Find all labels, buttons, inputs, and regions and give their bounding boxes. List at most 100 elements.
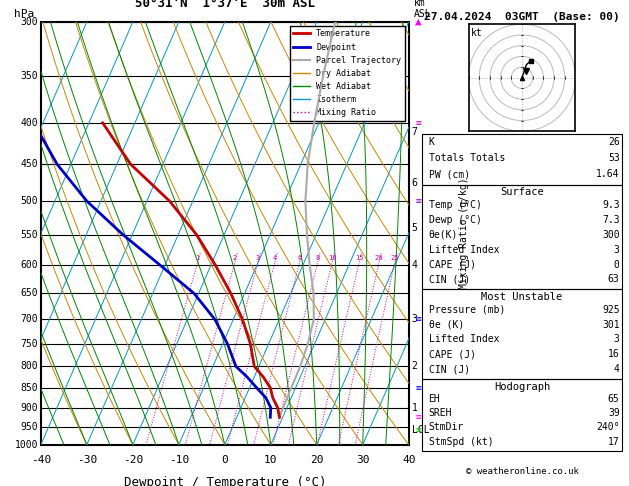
Text: 350: 350 xyxy=(20,71,38,81)
Text: ≡: ≡ xyxy=(415,425,421,435)
Text: 500: 500 xyxy=(20,196,38,206)
Text: 3: 3 xyxy=(614,244,620,255)
Text: K: K xyxy=(428,137,435,147)
Text: 4: 4 xyxy=(411,260,418,270)
Text: 15: 15 xyxy=(355,255,364,260)
Text: 2: 2 xyxy=(411,361,418,371)
Text: 2: 2 xyxy=(233,255,237,260)
Text: 50°31'N  1°37'E  30m ASL: 50°31'N 1°37'E 30m ASL xyxy=(135,0,314,10)
Text: 63: 63 xyxy=(608,274,620,284)
Text: 600: 600 xyxy=(20,260,38,270)
Text: km
ASL: km ASL xyxy=(414,0,431,19)
Text: 650: 650 xyxy=(20,288,38,298)
Text: 10: 10 xyxy=(328,255,337,260)
Text: 20: 20 xyxy=(310,455,323,465)
Text: 40: 40 xyxy=(402,455,416,465)
Text: -10: -10 xyxy=(169,455,189,465)
Text: 1.64: 1.64 xyxy=(596,169,620,179)
Text: 0: 0 xyxy=(221,455,228,465)
Text: 450: 450 xyxy=(20,159,38,169)
Bar xyxy=(422,379,621,451)
Text: 26: 26 xyxy=(608,137,620,147)
Text: SREH: SREH xyxy=(428,408,452,418)
Text: ▲: ▲ xyxy=(415,17,421,27)
Text: 550: 550 xyxy=(20,230,38,240)
Text: 53: 53 xyxy=(608,153,620,163)
Text: 4: 4 xyxy=(614,364,620,374)
Text: 750: 750 xyxy=(20,339,38,348)
Text: 5: 5 xyxy=(411,223,418,233)
Text: 16: 16 xyxy=(608,349,620,359)
Text: Hodograph: Hodograph xyxy=(494,382,550,392)
Text: 30: 30 xyxy=(356,455,369,465)
Text: 400: 400 xyxy=(20,118,38,128)
Text: 7: 7 xyxy=(411,126,418,137)
Legend: Temperature, Dewpoint, Parcel Trajectory, Dry Adiabat, Wet Adiabat, Isotherm, Mi: Temperature, Dewpoint, Parcel Trajectory… xyxy=(289,26,404,121)
Text: Lifted Index: Lifted Index xyxy=(428,334,499,345)
Text: PW (cm): PW (cm) xyxy=(428,169,470,179)
Text: 1000: 1000 xyxy=(14,440,38,450)
Text: 1: 1 xyxy=(411,403,418,413)
Text: Lifted Index: Lifted Index xyxy=(428,244,499,255)
Text: 4: 4 xyxy=(273,255,277,260)
Text: ≡: ≡ xyxy=(415,118,421,128)
Text: Totals Totals: Totals Totals xyxy=(428,153,505,163)
Text: 25: 25 xyxy=(391,255,399,260)
Text: Mixing Ratio (g/kg): Mixing Ratio (g/kg) xyxy=(459,177,469,289)
Text: 17: 17 xyxy=(608,436,620,447)
Text: 6: 6 xyxy=(411,178,418,188)
Text: © weatheronline.co.uk: © weatheronline.co.uk xyxy=(465,467,579,476)
Text: LCL: LCL xyxy=(411,425,429,435)
Text: θe (K): θe (K) xyxy=(428,320,464,330)
Text: StmSpd (kt): StmSpd (kt) xyxy=(428,436,493,447)
Text: 3: 3 xyxy=(411,314,418,325)
Text: CAPE (J): CAPE (J) xyxy=(428,260,476,270)
Text: 925: 925 xyxy=(602,305,620,315)
Text: 300: 300 xyxy=(20,17,38,27)
Text: 301: 301 xyxy=(602,320,620,330)
Text: Temp (°C): Temp (°C) xyxy=(428,200,481,210)
Text: StmDir: StmDir xyxy=(428,422,464,433)
Text: CAPE (J): CAPE (J) xyxy=(428,349,476,359)
Text: CIN (J): CIN (J) xyxy=(428,274,470,284)
Text: 0: 0 xyxy=(614,260,620,270)
Text: 3: 3 xyxy=(614,334,620,345)
Text: 10: 10 xyxy=(264,455,277,465)
Text: 3: 3 xyxy=(256,255,260,260)
Text: ≡: ≡ xyxy=(415,314,421,325)
Text: Dewp (°C): Dewp (°C) xyxy=(428,215,481,225)
Text: 27.04.2024  03GMT  (Base: 00): 27.04.2024 03GMT (Base: 00) xyxy=(424,12,620,22)
Text: ≡: ≡ xyxy=(415,196,421,206)
Text: 300: 300 xyxy=(602,230,620,240)
Text: kt: kt xyxy=(470,28,482,37)
Bar xyxy=(422,289,621,379)
Text: ≡: ≡ xyxy=(415,382,421,393)
Text: θe(K): θe(K) xyxy=(428,230,458,240)
Text: hPa: hPa xyxy=(14,9,35,19)
Text: 700: 700 xyxy=(20,314,38,325)
Bar xyxy=(422,134,621,185)
Text: 39: 39 xyxy=(608,408,620,418)
Text: ≡: ≡ xyxy=(415,412,421,422)
Text: 850: 850 xyxy=(20,382,38,393)
Text: Surface: Surface xyxy=(500,187,544,197)
Text: 8: 8 xyxy=(316,255,320,260)
Text: 7.3: 7.3 xyxy=(602,215,620,225)
Text: 65: 65 xyxy=(608,394,620,404)
Bar xyxy=(422,185,621,289)
Bar xyxy=(41,22,409,445)
Text: 900: 900 xyxy=(20,403,38,413)
Text: -20: -20 xyxy=(123,455,143,465)
Text: 20: 20 xyxy=(375,255,383,260)
Text: CIN (J): CIN (J) xyxy=(428,364,470,374)
Text: EH: EH xyxy=(428,394,440,404)
Text: 9.3: 9.3 xyxy=(602,200,620,210)
Text: 240°: 240° xyxy=(596,422,620,433)
Text: Dewpoint / Temperature (°C): Dewpoint / Temperature (°C) xyxy=(123,476,326,486)
Text: 6: 6 xyxy=(298,255,302,260)
Text: -40: -40 xyxy=(31,455,51,465)
Text: 950: 950 xyxy=(20,422,38,432)
Text: 1: 1 xyxy=(196,255,200,260)
Text: 800: 800 xyxy=(20,361,38,371)
Text: -30: -30 xyxy=(77,455,97,465)
